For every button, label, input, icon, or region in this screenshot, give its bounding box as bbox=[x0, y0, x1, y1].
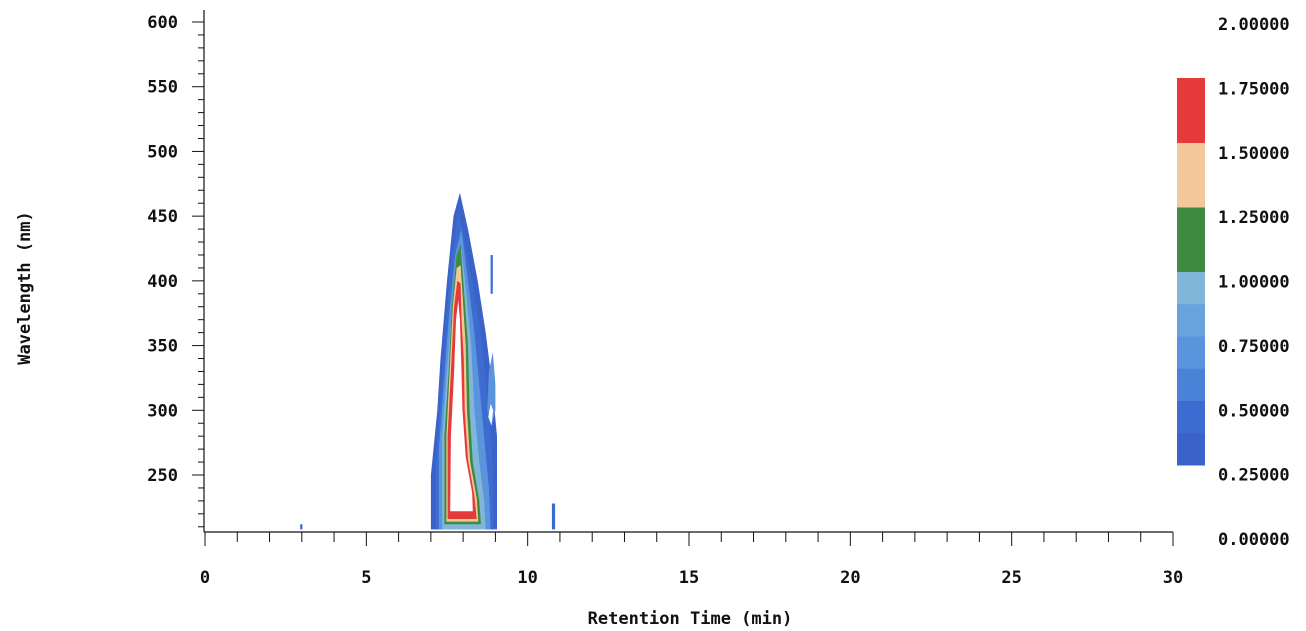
y-tick-label: 300 bbox=[147, 401, 178, 421]
x-tick-label: 25 bbox=[1001, 568, 1021, 588]
colorbar-band bbox=[1177, 432, 1205, 466]
y-tick-label: 600 bbox=[147, 13, 178, 33]
x-tick-label: 10 bbox=[517, 568, 537, 588]
colorbar-band bbox=[1177, 368, 1205, 401]
colorbar-tick-label: 0.50000 bbox=[1218, 401, 1290, 421]
y-tick-label: 550 bbox=[147, 78, 178, 98]
contour-secondary-hole bbox=[488, 403, 494, 426]
colorbar-tick-label: 1.75000 bbox=[1218, 79, 1290, 99]
x-tick-label: 0 bbox=[200, 568, 210, 588]
colorbar-tick-label: 0.00000 bbox=[1218, 530, 1290, 550]
colorbar-band bbox=[1177, 336, 1205, 369]
colorbar-band bbox=[1177, 271, 1205, 305]
colorbar: 0.00000 0.25000 0.50000 0.75000 1.00000 1.250… bbox=[1177, 15, 1290, 550]
y-tick-label: 250 bbox=[147, 466, 178, 486]
contour-core bbox=[450, 300, 473, 512]
x-tick-label: 15 bbox=[679, 568, 699, 588]
colorbar-tick-label: 0.75000 bbox=[1218, 337, 1290, 357]
y-axis-title: Wavelength (nm) bbox=[15, 211, 35, 365]
contour-secondary-top bbox=[490, 255, 493, 294]
colorbar-tick-label: 1.00000 bbox=[1218, 273, 1290, 293]
colorbar-tick-label: 1.25000 bbox=[1218, 208, 1290, 228]
contour-secondary-mid bbox=[487, 352, 496, 424]
colorbar-band bbox=[1177, 303, 1205, 337]
colorbar-band bbox=[1177, 142, 1205, 208]
colorbar-tick-label: 0.25000 bbox=[1218, 466, 1290, 486]
x-axis-title: Retention Time (min) bbox=[588, 609, 793, 629]
x-tick-label: 30 bbox=[1163, 568, 1183, 588]
contour-noise-dot bbox=[300, 524, 303, 530]
x-tick-label: 20 bbox=[840, 568, 860, 588]
x-tick-label: 5 bbox=[361, 568, 371, 588]
contour-minor-peak bbox=[551, 503, 556, 530]
y-tick-label: 350 bbox=[147, 337, 178, 357]
colorbar-band bbox=[1177, 400, 1205, 434]
contour-plot-area bbox=[300, 192, 556, 530]
y-tick-label: 400 bbox=[147, 272, 178, 292]
colorbar-tick-label: 2.00000 bbox=[1218, 15, 1290, 35]
colorbar-tick-label: 1.50000 bbox=[1218, 144, 1290, 164]
axes: 250 300 350 400 450 500 550 600 0 5 10 15 20 25 30 bbox=[147, 10, 1183, 588]
colorbar-band bbox=[1177, 78, 1205, 143]
y-tick-label: 500 bbox=[147, 142, 178, 162]
y-tick-label: 450 bbox=[147, 207, 178, 227]
colorbar-band bbox=[1177, 207, 1205, 272]
